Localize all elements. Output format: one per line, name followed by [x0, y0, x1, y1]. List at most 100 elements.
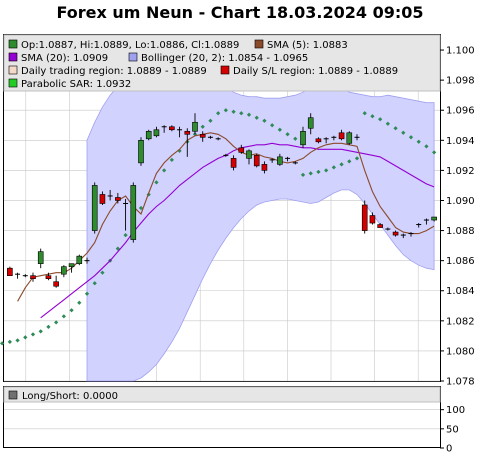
sar-dot	[285, 132, 290, 137]
y-tick-label: 1.082	[446, 316, 475, 327]
sar-dot	[347, 159, 352, 164]
candle-body	[253, 155, 260, 167]
candle	[53, 275, 59, 288]
y-tick-label: 1.100	[446, 46, 475, 57]
sar-dot	[138, 205, 144, 211]
sar-dot	[216, 111, 221, 116]
candle	[153, 126, 160, 138]
candle	[15, 272, 21, 279]
sar-dot	[416, 139, 421, 144]
candle	[377, 223, 383, 228]
candle	[7, 266, 13, 276]
candle	[261, 161, 268, 174]
legend-item-sar: Parabolic SAR: 1.0932	[21, 79, 131, 90]
lower-y-tick-label: 50	[446, 424, 459, 435]
candle	[230, 155, 237, 171]
candle-body	[246, 150, 252, 159]
y-tick-label: 1.086	[446, 256, 475, 267]
sar-dot	[401, 130, 406, 135]
candle	[423, 218, 429, 225]
legend-item-sma5: SMA (5): 1.0883	[267, 40, 348, 51]
candle	[361, 200, 368, 234]
sar-dot	[316, 169, 321, 175]
legend-item-dtr: Daily trading region: 1.0889 - 1.0889	[21, 66, 207, 77]
sar-dot	[308, 171, 313, 176]
legend-swatch-sar	[8, 78, 18, 88]
candle	[285, 156, 291, 162]
lower-y-tick-label: 100	[446, 405, 465, 416]
candle-body	[99, 194, 106, 204]
sar-dot	[208, 118, 213, 123]
sar-dot	[424, 144, 429, 149]
sar-dot	[293, 136, 298, 141]
candle	[177, 126, 183, 138]
legend-item-boll: Bollinger (20, 2): 1.0854 - 1.0965	[141, 53, 308, 64]
sma5-line	[17, 132, 435, 302]
candle-body	[338, 132, 345, 140]
candle	[107, 189, 113, 201]
sar-dot	[300, 172, 306, 178]
chart-title: Forex um Neun - Chart 18.03.2024 09:05	[56, 3, 424, 22]
y-tick-label: 1.090	[446, 196, 475, 207]
candle	[207, 135, 213, 139]
sar-dot	[254, 115, 259, 120]
sar-dot	[169, 157, 174, 162]
candle	[292, 161, 298, 165]
sar-dot	[246, 112, 252, 117]
y-tick-label: 1.094	[446, 136, 475, 147]
y-tick-label: 1.078	[446, 377, 475, 388]
candle-body	[431, 216, 437, 221]
y-tick-label: 1.080	[446, 346, 475, 357]
candle	[184, 128, 191, 157]
legend-swatch-dtr	[8, 65, 18, 75]
candle-body	[130, 185, 137, 240]
candle-body	[361, 204, 368, 231]
candle	[30, 272, 36, 282]
sar-dot	[408, 135, 414, 140]
candle-body	[138, 140, 144, 164]
lower-grid	[4, 409, 440, 430]
candle	[99, 191, 106, 205]
candle	[369, 212, 376, 225]
sar-dot	[200, 124, 205, 129]
legend-swatch-dsl	[220, 65, 230, 75]
candle-body	[61, 266, 67, 275]
candle	[215, 137, 221, 141]
legend: Op:1.0887, Hi:1.0889, Lo:1.0886, Cl:1.08…	[8, 39, 398, 90]
candle-body	[91, 185, 98, 231]
candle-body	[261, 164, 268, 171]
candle-body	[238, 147, 245, 153]
candle-body	[45, 275, 52, 280]
candle	[338, 129, 345, 141]
sar-dot	[331, 165, 336, 170]
candle	[277, 153, 283, 166]
y-tick-label: 1.092	[446, 166, 475, 177]
candle	[346, 131, 353, 145]
sar-dot	[432, 150, 437, 155]
candle	[76, 254, 83, 266]
candle-body	[346, 132, 353, 144]
sar-dot	[123, 232, 128, 238]
candle-body	[145, 130, 152, 140]
candle-body	[392, 231, 399, 236]
candle-body	[300, 130, 306, 146]
lower-y-tick-label: 0	[446, 444, 452, 455]
lower-legend-swatch	[8, 390, 18, 400]
candle	[84, 257, 90, 264]
candle-body	[153, 129, 160, 137]
legend-swatch-sma5	[254, 39, 264, 49]
y-tick-label: 1.098	[446, 76, 475, 87]
candle-body	[169, 126, 175, 131]
legend-swatch-sma20	[8, 52, 18, 62]
sar-dot	[324, 168, 329, 173]
candle-body	[68, 263, 75, 267]
candle	[199, 131, 206, 142]
candle	[138, 137, 144, 166]
sar-dot	[162, 168, 167, 173]
candle	[45, 272, 52, 281]
sar-dot	[354, 156, 360, 161]
candle	[300, 126, 306, 148]
candle	[354, 134, 360, 141]
candle	[400, 233, 406, 239]
